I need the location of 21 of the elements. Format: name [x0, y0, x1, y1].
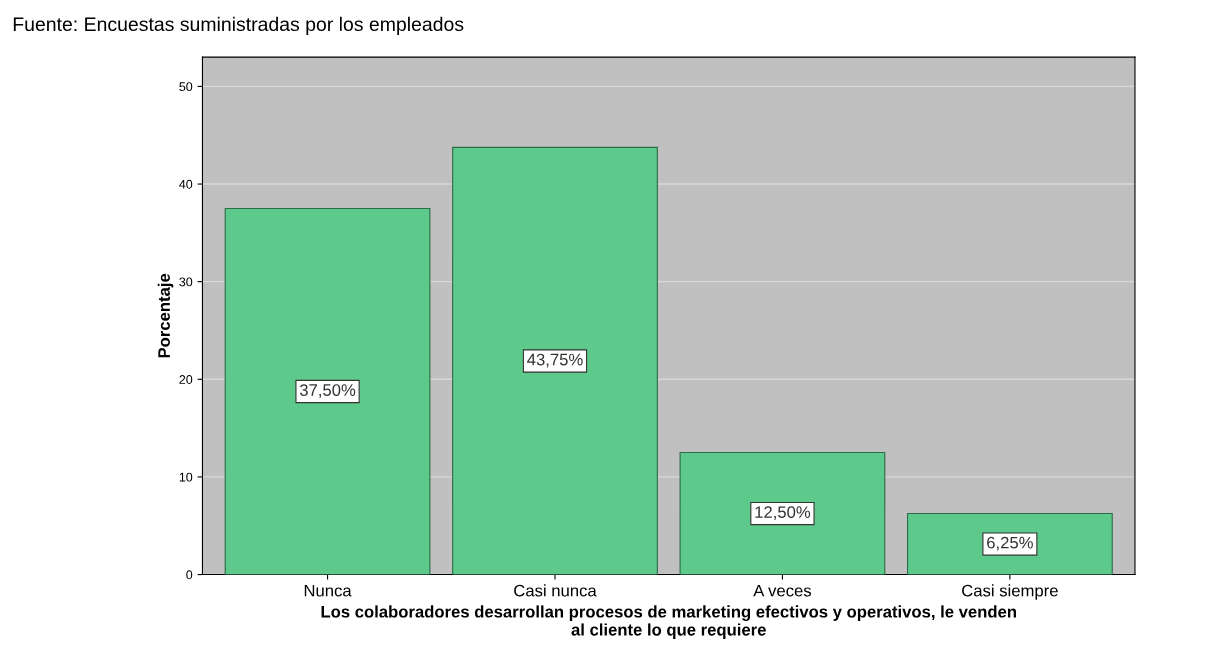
x-tick-label: Casi siempre: [962, 584, 1058, 600]
y-tick-label: 20: [179, 375, 193, 384]
x-tick-label: Casi nunca: [514, 584, 597, 597]
y-tick-label: 30: [179, 277, 193, 287]
bar: [452, 146, 658, 575]
x-tick-label: Nunca: [304, 584, 352, 597]
x-tick-label: A veces: [753, 584, 812, 597]
x-axis-title: Los colaboradores desarrollan procesos de marketing efectivos y operativos, le venden al cliente lo que requiere: [321, 605, 1016, 639]
y-axis-title: Porcentaje: [157, 273, 174, 358]
bar: [224, 207, 431, 575]
bar: [679, 451, 886, 575]
y-tick-label: 10: [179, 472, 193, 482]
y-tick-label: 40: [179, 179, 193, 189]
data-label: 43,75%: [527, 353, 583, 368]
data-label: 12,50%: [755, 506, 811, 520]
data-label: 6,25%: [987, 536, 1033, 551]
y-tick-label: 0: [186, 570, 193, 580]
source-note: Fuente: Encuestas suministradas por los empleados: [13, 16, 464, 35]
bar: [906, 512, 1113, 575]
data-label: 37,50%: [299, 384, 356, 398]
y-tick-label: 50: [179, 82, 193, 92]
